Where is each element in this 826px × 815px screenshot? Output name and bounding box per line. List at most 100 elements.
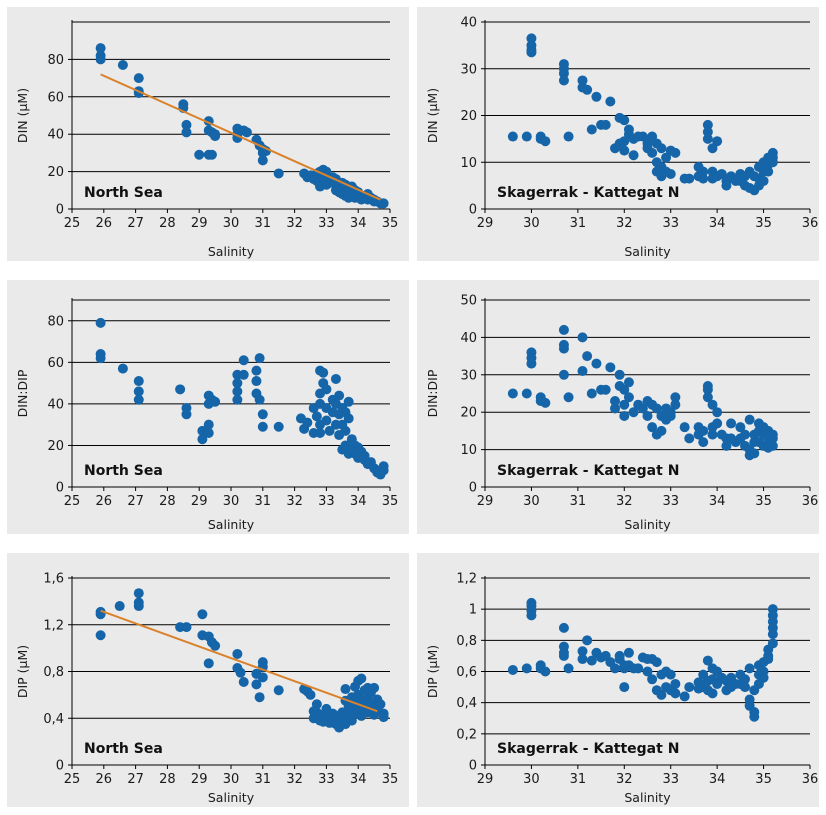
x-tick-label: 33 (318, 494, 335, 509)
x-tick-label: 32 (286, 772, 303, 787)
data-point (605, 362, 616, 373)
chart-panel: 29 30 31 32 33 34 35 36 0 10 20 30 40 Salinity DIN (µM… (417, 7, 819, 261)
data-point (181, 622, 192, 633)
y-tick-label: 0 (56, 203, 64, 218)
data-point (521, 131, 532, 142)
data-point (181, 409, 192, 420)
y-tick-label: 0 (56, 759, 64, 774)
data-point (628, 407, 639, 418)
y-tick-label: 1,6 (43, 572, 64, 587)
data-point (610, 663, 620, 674)
data-point (702, 392, 713, 403)
data-point (241, 127, 252, 138)
data-point (684, 173, 695, 184)
x-tick-label: 32 (286, 216, 303, 231)
data-point (721, 180, 732, 191)
data-point (507, 664, 518, 675)
data-point (251, 365, 262, 376)
data-point (251, 376, 262, 387)
data-point (619, 384, 630, 395)
data-point (767, 157, 778, 168)
data-point (684, 682, 695, 693)
data-point (238, 369, 249, 380)
data-point (257, 672, 268, 683)
data-point (540, 666, 551, 677)
data-point (334, 390, 345, 401)
data-point (203, 658, 214, 669)
data-point (114, 601, 125, 612)
data-point (577, 654, 588, 665)
y-tick-label: 0 (469, 203, 477, 218)
x-tick-label: 34 (709, 216, 726, 231)
data-point (591, 91, 602, 102)
x-tick-label: 28 (159, 772, 176, 787)
data-point (251, 679, 262, 690)
data-point (712, 407, 723, 418)
data-point (238, 355, 249, 366)
region-label: North Sea (84, 741, 163, 757)
x-tick-label: 29 (477, 772, 494, 787)
x-axis-title: Salinity (208, 244, 255, 259)
data-point (726, 418, 737, 429)
scatter-plot: 29 30 31 32 33 34 35 36 0 10 20 30 40 50 Salinity DIN:D… (425, 294, 818, 533)
data-point (600, 119, 611, 130)
data-point (619, 115, 630, 126)
data-point (582, 84, 593, 95)
x-tick-label: 35 (755, 494, 772, 509)
data-point (558, 324, 569, 335)
y-axis-title: DIN:DIP (15, 369, 30, 417)
y-axis-title: DIN (µM) (425, 88, 440, 143)
data-point (378, 198, 389, 209)
x-tick-label: 27 (127, 772, 144, 787)
data-point (679, 422, 690, 433)
data-point (670, 392, 681, 403)
data-point (698, 425, 709, 436)
data-point (707, 688, 718, 699)
data-point (577, 646, 588, 657)
region-label: North Sea (84, 463, 163, 479)
x-tick-label: 31 (570, 216, 587, 231)
y-tick-label: 20 (460, 109, 477, 124)
data-point (651, 403, 662, 414)
x-tick-label: 28 (159, 216, 176, 231)
chart-panel: 25 26 27 28 29 30 31 32 33 34 35 0 0,4 0,8 1,2 1,6 Salin… (7, 553, 409, 807)
x-tick-label: 29 (477, 494, 494, 509)
x-axis-title: Salinity (208, 517, 255, 532)
region-label: North Sea (84, 185, 163, 201)
data-point (95, 317, 106, 328)
data-point (257, 421, 268, 432)
y-axis-title: DIN (µM) (15, 88, 30, 143)
y-tick-label: 20 (460, 406, 477, 421)
data-point (378, 465, 389, 476)
data-point (203, 427, 214, 438)
x-tick-label: 35 (382, 494, 399, 509)
data-point (656, 143, 667, 154)
data-point (181, 119, 192, 130)
data-point (507, 388, 518, 399)
data-point (369, 682, 380, 693)
data-point (540, 136, 551, 147)
x-tick-label: 33 (318, 772, 335, 787)
data-point (623, 377, 634, 388)
x-tick-label: 30 (223, 772, 240, 787)
data-point (340, 425, 351, 436)
x-tick-label: 36 (802, 772, 819, 787)
data-point (526, 33, 537, 44)
data-point (558, 622, 569, 633)
data-point (343, 413, 354, 424)
data-point (133, 386, 144, 397)
y-tick-label: 0,8 (456, 634, 477, 649)
data-point (318, 367, 329, 378)
data-point (311, 411, 322, 422)
data-point (702, 126, 713, 137)
data-point (133, 588, 144, 599)
x-axis-title: Salinity (208, 790, 255, 805)
y-tick-label: 20 (47, 439, 64, 454)
data-point (232, 394, 243, 405)
chart-panel: 25 26 27 28 29 30 31 32 33 34 35 0 20 40 60 80 Salinity D… (7, 7, 409, 261)
data-point (665, 168, 676, 179)
data-point (698, 166, 709, 177)
y-tick-label: 40 (460, 16, 477, 31)
data-point (378, 712, 389, 723)
x-tick-label: 35 (755, 772, 772, 787)
